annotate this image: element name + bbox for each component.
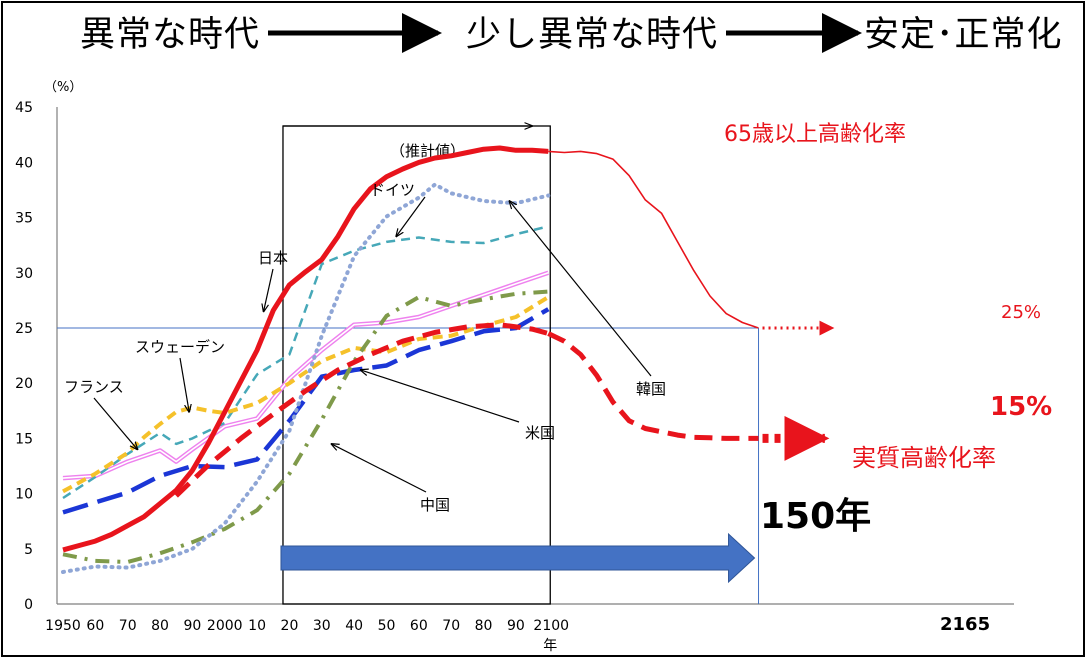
x-end-label: 2165 (940, 614, 990, 635)
rate65-label: 65歳以上高齢化率 (724, 122, 906, 147)
x-tick-label: 50 (378, 618, 396, 634)
series-label: 日本 (258, 249, 288, 267)
x-tick-label: 80 (475, 618, 493, 634)
x-tick-label: 70 (119, 618, 137, 634)
y-tick-label: 15 (15, 431, 33, 447)
phase-label-slightly-abnormal: 少し異常な時代 (466, 15, 719, 55)
y-tick-label: 10 (15, 487, 33, 503)
label-leader (332, 444, 427, 493)
projection-65歳以上高齢化率 (548, 150, 759, 329)
series-ドイツ (62, 225, 549, 500)
label-leader (179, 357, 189, 412)
y-tick-label: 30 (15, 266, 33, 282)
series-label: スウェーデン (135, 338, 225, 356)
x-tick-label: 10 (248, 618, 266, 634)
y-tick-label: 35 (15, 211, 33, 227)
series-label: 中国 (420, 496, 450, 514)
label-leader (93, 397, 137, 449)
x-tick-labels: 1950 60 70 80 90 2000 10 20 30 40 50 60 70 80 90 2100 年 (45, 618, 569, 654)
series-フランス-inner (62, 272, 549, 479)
series-label: フランス (64, 378, 124, 396)
x-tick-label: 30 (313, 618, 331, 634)
x-tick-label: 20 (281, 618, 299, 634)
phase-label-abnormal: 異常な時代 (80, 15, 261, 55)
series-label: 米国 (525, 424, 555, 442)
x-tick-label: 70 (442, 618, 460, 634)
y-tick-label: 20 (15, 376, 33, 392)
pct25-label: 25% (1001, 302, 1041, 323)
pct15-label: 15% (990, 392, 1052, 422)
real-rate-label: 実質高齢化率 (852, 444, 996, 472)
phase-label-stable: 安定･正常化 (864, 15, 1063, 55)
label-leader (361, 370, 520, 423)
series-label: ドイツ (370, 181, 415, 199)
label-leader (509, 201, 652, 377)
series-label: 韓国 (636, 380, 666, 398)
x-tick-label: 2100 (533, 618, 569, 634)
series-韓国 (61, 182, 551, 574)
x-tick-label: 90 (507, 618, 525, 634)
x-tick-label: 40 (345, 618, 363, 634)
y-unit-label: （%） (44, 80, 82, 95)
x-tick-label: 60 (86, 618, 104, 634)
y-tick-label: 45 (15, 100, 33, 116)
y-tick-labels: 0 5 10 15 20 25 30 35 40 45 (15, 100, 33, 613)
150-year-arrow (280, 532, 756, 584)
x-tick-label: 60 (410, 618, 428, 634)
y-tick-label: 0 (24, 597, 33, 613)
x-tick-label: 1950 (45, 618, 81, 634)
x-unit-label: 年 (543, 638, 557, 654)
span-label: 150年 (760, 496, 871, 537)
y-tick-label: 5 (24, 542, 33, 558)
label-leader (264, 268, 274, 311)
series-日本 (62, 145, 549, 553)
x-tick-label: 80 (151, 618, 169, 634)
y-tick-label: 25 (15, 321, 33, 337)
y-tick-label: 40 (15, 155, 33, 171)
x-tick-label: 90 (183, 618, 201, 634)
label-leader (396, 196, 426, 236)
series-スウェーデン (62, 295, 550, 494)
series-実質高齢化率 (174, 322, 549, 498)
x-tick-label: 2000 (207, 618, 243, 634)
projection-実質高齢化率 (547, 331, 759, 441)
series-米国 (62, 307, 550, 515)
series-layer (61, 145, 835, 574)
